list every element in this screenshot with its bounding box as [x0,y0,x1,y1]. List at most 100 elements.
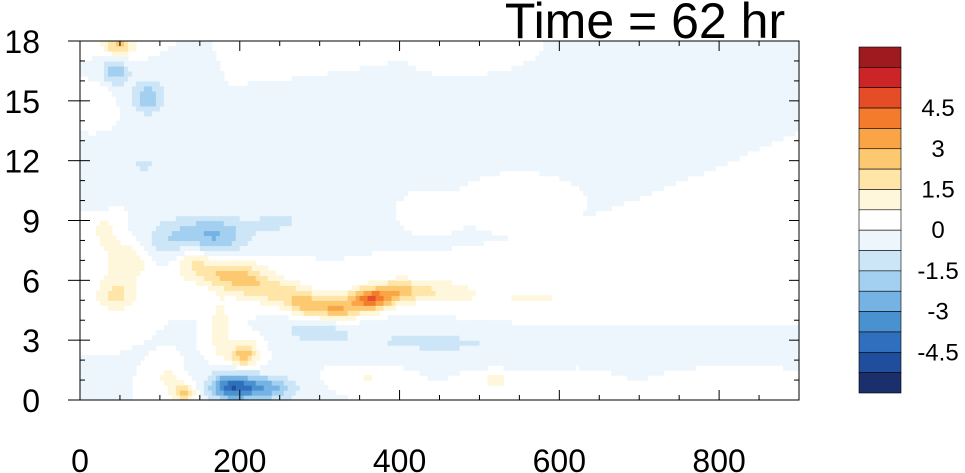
contour-cell [103,235,109,242]
contour-cell [391,165,397,172]
contour-cell [699,345,704,351]
contour-cell [127,300,133,306]
contour-cell [587,205,592,212]
contour-cell [299,340,305,346]
contour-cell [311,295,317,301]
contour-cell [287,195,293,202]
contour-cell [379,195,385,202]
contour-cell [127,190,133,197]
contour-cell [467,160,473,167]
contour-cell [183,320,189,326]
contour-cell [511,330,516,336]
contour-cell [279,185,285,192]
contour-cell [363,375,369,381]
contour-cell [287,305,293,311]
contour-cell [643,165,648,172]
contour-cell [231,265,237,271]
contour-cell [595,160,600,167]
contour-cell [295,160,301,167]
contour-cell [203,365,209,371]
contour-cell [511,140,516,147]
contour-cell [167,190,173,197]
contour-cell [715,335,720,341]
contour-cell [171,200,177,207]
contour-cell [483,350,489,356]
contour-cell [323,390,329,396]
contour-cell [279,140,285,147]
contour-cell [411,350,417,356]
contour-cell [307,360,313,366]
contour-cell [283,280,289,286]
contour-cell [443,340,449,346]
contour-cell [87,390,93,396]
contour-cell [775,350,780,356]
contour-cell [191,185,197,192]
contour-cell [627,190,632,197]
contour-cell [303,150,309,157]
contour-cell [399,225,405,232]
contour-cell [275,250,281,257]
contour-cell [531,340,536,346]
contour-cell [327,305,333,311]
contour-cell [383,350,389,356]
contour-cell [535,165,540,172]
contour-cell [563,140,568,147]
contour-cell [127,380,133,386]
contour-cell [783,330,788,336]
contour-cell [471,320,477,326]
contour-cell [439,345,445,351]
contour-cell [247,165,253,172]
contour-cell [567,325,572,331]
contour-cell [375,185,381,192]
contour-cell [319,395,325,401]
contour-cell [543,165,548,172]
contour-cell [547,150,552,157]
contour-cell [463,355,469,361]
contour-cell [607,200,612,207]
contour-cell [351,310,357,316]
contour-cell [347,225,353,232]
contour-cell [663,175,668,182]
contour-cell [367,335,373,341]
contour-cell [175,320,181,326]
contour-cell [219,370,225,376]
contour-cell [711,140,716,147]
contour-cell [187,210,193,217]
contour-cell [711,340,716,346]
contour-cell [635,325,640,331]
contour-cell [555,360,560,366]
contour-cell [535,345,540,351]
contour-cell [515,150,520,157]
contour-cell [259,390,265,396]
contour-cell [415,330,421,336]
contour-cell [231,250,237,257]
contour-cell [235,360,241,366]
contour-cell [207,270,213,276]
contour-cell [227,195,233,202]
contour-cell [575,325,580,331]
contour-cell [615,200,620,207]
contour-cell [727,150,732,157]
contour-cell [543,330,548,336]
contour-cell [567,160,572,167]
contour-cell [559,160,564,167]
contour-cell [203,195,209,202]
contour-cell [159,220,165,227]
contour-cell [163,235,169,242]
contour-cell [95,365,101,371]
contour-cell [295,335,301,341]
contour-cell [327,235,333,242]
contour-cell [207,285,213,291]
contour-cell [127,250,133,257]
contour-cell [383,150,389,157]
contour-cell [451,180,457,187]
contour-cell [547,335,552,341]
contour-cell [263,135,269,142]
contour-cell [191,190,197,197]
contour-cell [83,165,89,172]
contour-cell [379,280,385,286]
contour-cell [279,335,285,341]
contour-cell [427,355,433,361]
contour-cell [123,180,129,187]
contour-cell [447,145,453,152]
